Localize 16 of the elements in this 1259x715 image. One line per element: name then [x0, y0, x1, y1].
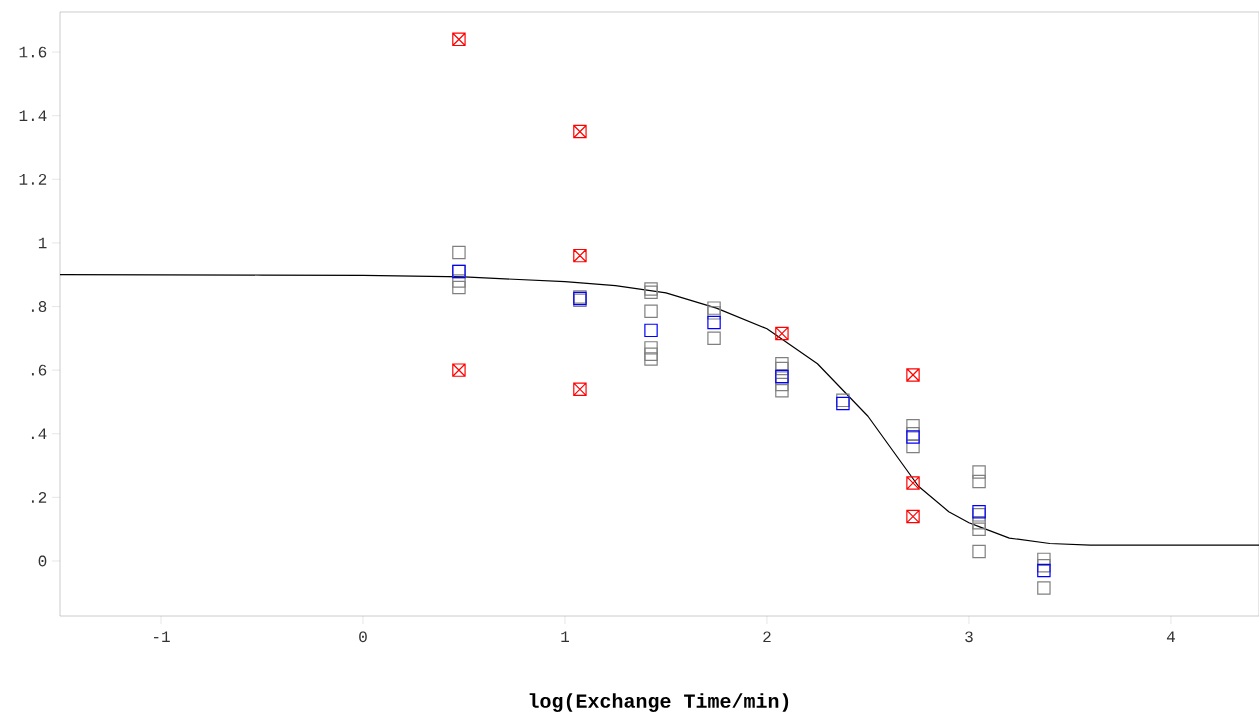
x-tick-label: 1 — [561, 631, 569, 642]
y-tick-label: .6 — [31, 364, 47, 376]
y-tick-label: 1.2 — [19, 173, 47, 185]
y-tick-label: 1 — [38, 237, 47, 249]
x-tick-label: 3 — [965, 631, 973, 643]
y-tick-label: .8 — [31, 301, 47, 312]
y-tick-label: 1.4 — [19, 110, 47, 121]
x-tick-label: 2 — [763, 631, 771, 643]
x-tick-label: 0 — [359, 631, 367, 643]
x-tick-label: -1 — [154, 631, 170, 642]
x-axis-title: log(Exchange Time/min) — [529, 693, 789, 712]
y-tick-label: .4 — [31, 428, 47, 440]
y-tick-label: .2 — [31, 492, 47, 503]
x-tick-label: 4 — [1166, 631, 1175, 642]
y-tick-label: 0 — [38, 555, 47, 567]
y-tick-label: 1.6 — [19, 46, 47, 58]
